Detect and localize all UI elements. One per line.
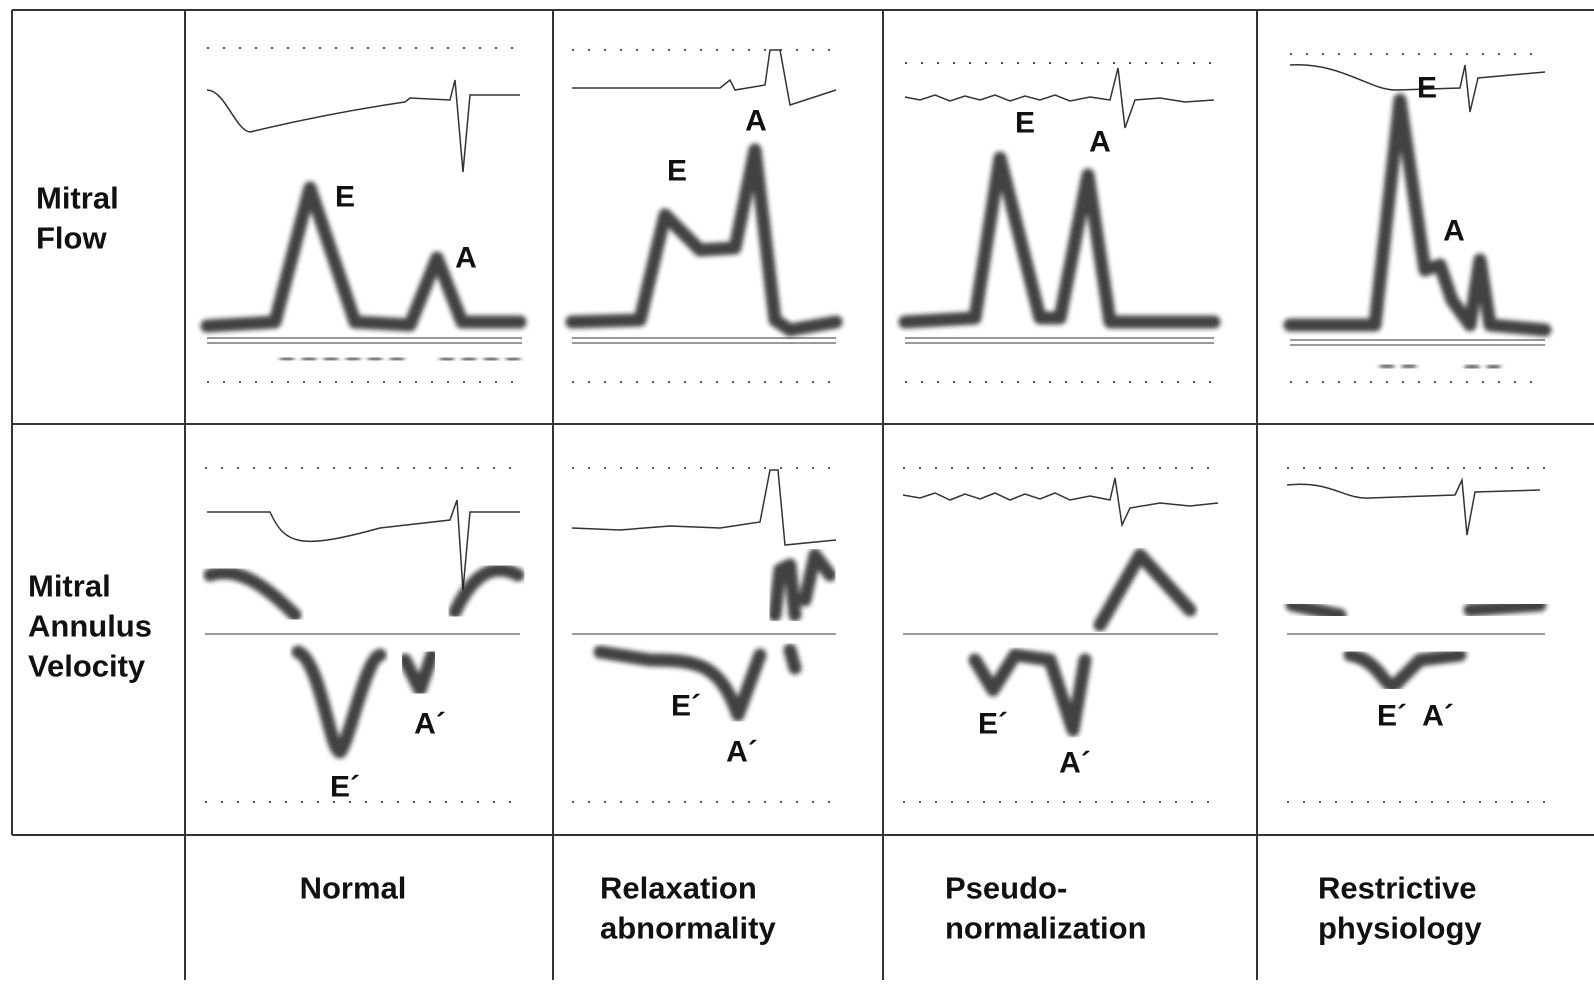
ecg-trace — [572, 49, 837, 106]
doppler-waveform — [291, 645, 387, 759]
wave-label: A´ — [414, 708, 446, 741]
wave-label: E´ — [1377, 700, 1407, 733]
wave-label: A — [1443, 215, 1465, 248]
doppler-smudge — [280, 353, 520, 365]
mitral-flow-traces — [200, 47, 1552, 383]
wave-label: A´ — [1422, 700, 1454, 733]
ecg-trace — [207, 499, 520, 591]
doppler-waveform — [768, 548, 837, 622]
row-label: Mitral — [36, 181, 119, 216]
doppler-waveform — [1283, 93, 1552, 337]
doppler-waveform — [1093, 548, 1197, 632]
ecg-trace — [206, 79, 520, 173]
column-label: Pseudo- — [945, 871, 1067, 906]
wave-label: E´ — [671, 690, 701, 723]
row-label: Mitral — [28, 569, 111, 604]
wave-label: A — [1089, 126, 1111, 159]
ecg-trace — [1286, 477, 1541, 536]
wave-label: E´ — [978, 708, 1008, 741]
wave-label: A´ — [1059, 747, 1091, 780]
column-label: physiology — [1318, 911, 1482, 946]
row-label: Velocity — [28, 649, 146, 684]
doppler-waveform — [448, 563, 525, 619]
doppler-waveform — [1343, 648, 1467, 692]
wave-label: E — [335, 181, 355, 214]
wave-label: A´ — [726, 736, 758, 769]
column-label: normalization — [945, 911, 1147, 946]
wave-label: A — [455, 242, 477, 275]
doppler-waveform — [203, 566, 302, 622]
column-label: Relaxation — [600, 871, 757, 906]
doppler-waveform — [968, 648, 1092, 737]
ecg-trace — [902, 477, 1219, 528]
annulus-traces — [203, 467, 1547, 803]
doppler-waveform — [1285, 598, 1547, 622]
doppler-waveform — [200, 181, 527, 333]
wave-label: E — [1015, 107, 1035, 140]
doppler-waveform — [593, 643, 802, 722]
wave-label: E´ — [330, 771, 360, 804]
wave-label: E — [1417, 72, 1437, 105]
doppler-waveform — [898, 151, 1221, 329]
column-label: Restrictive — [1318, 871, 1477, 906]
row-label: Annulus — [28, 609, 152, 644]
column-label: abnormality — [600, 911, 776, 946]
ecg-trace — [1289, 64, 1546, 113]
column-label: Normal — [300, 871, 407, 906]
doppler-waveform — [398, 648, 439, 697]
ecg-trace — [904, 67, 1215, 129]
row-label: Flow — [36, 221, 107, 256]
wave-label: E — [667, 155, 687, 188]
doppler-waveform — [565, 143, 843, 337]
wave-label: A — [745, 105, 767, 138]
doppler-smudge — [1380, 360, 1500, 373]
ecg-trace — [571, 469, 837, 546]
grid — [11, 9, 1594, 980]
